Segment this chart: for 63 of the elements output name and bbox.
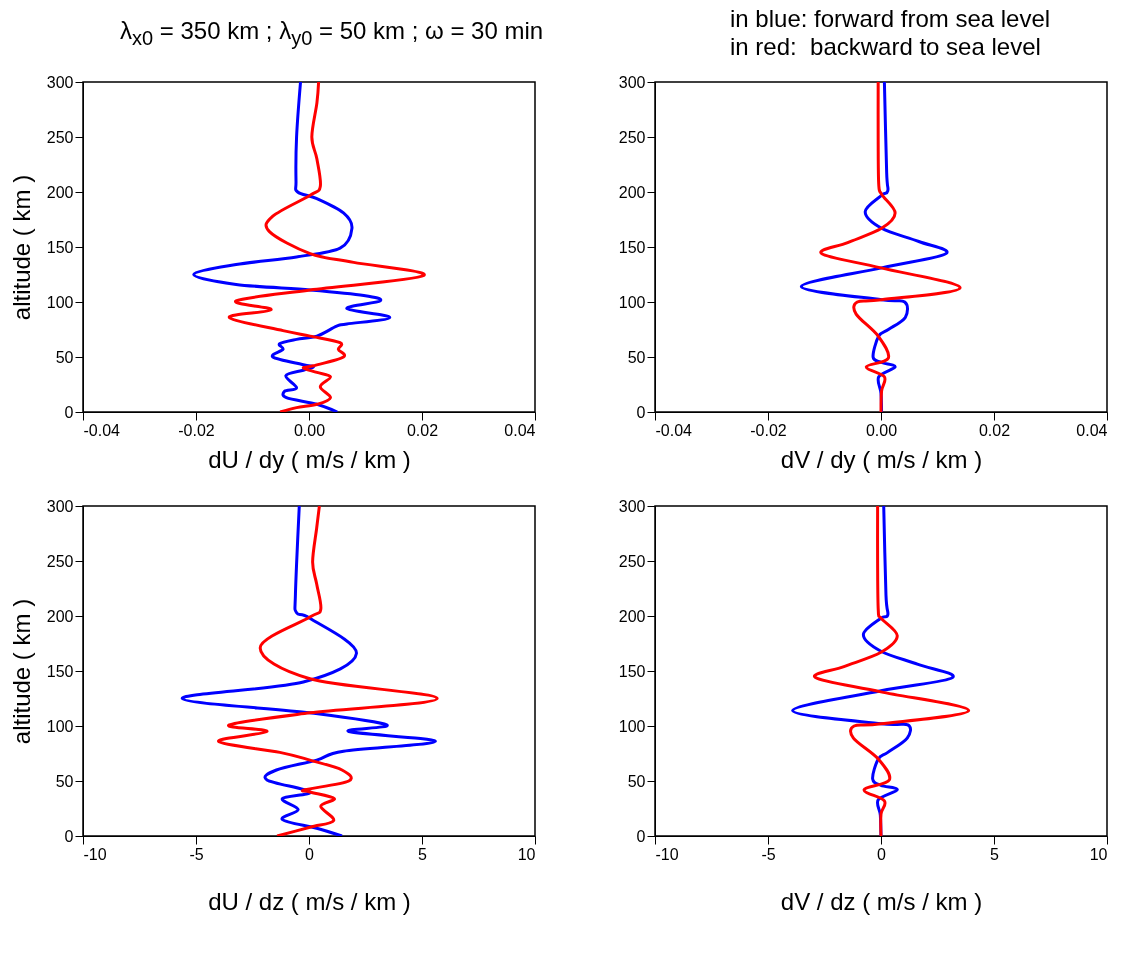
x-axis-title: dV / dy ( m/s / km ) <box>780 445 983 473</box>
y-tick-label: 150 <box>46 662 74 680</box>
y-tick-label: 0 <box>636 827 646 845</box>
y-tick-label: 300 <box>46 497 74 515</box>
y-tick-label: 300 <box>618 73 646 91</box>
y-tick-label: 0 <box>636 403 646 421</box>
text: in blue: forward from sea level <box>729 5 1052 33</box>
x-tick-label: -0.04 <box>655 421 693 439</box>
y-tick-label: 300 <box>618 497 646 515</box>
y-tick-label: 0 <box>64 403 74 421</box>
y-axis-title: altitude ( km ) <box>7 598 35 745</box>
y-tick-label: 200 <box>46 607 74 625</box>
y-tick-label: 150 <box>618 238 646 256</box>
x-tick-label: 0.00 <box>865 421 898 439</box>
text: in red: backward to sea level <box>729 33 1042 61</box>
x-tick-label: 0.04 <box>504 421 536 439</box>
y-tick-label: 100 <box>46 293 74 311</box>
x-tick-label: -0.02 <box>178 421 215 439</box>
x-tick-label: 5 <box>990 845 1000 863</box>
x-tick-label: 10 <box>517 845 536 863</box>
y-tick-label: 0 <box>64 827 74 845</box>
x-tick-label: 0.00 <box>293 421 326 439</box>
x-axis-title: dU / dz ( m/s / km ) <box>208 887 411 915</box>
x-tick-label: -10 <box>655 845 679 863</box>
y-tick-label: 100 <box>618 293 646 311</box>
x-tick-label: 0 <box>305 845 315 863</box>
x-tick-label: -5 <box>189 845 204 863</box>
x-tick-label: -0.02 <box>750 421 787 439</box>
y-tick-label: 150 <box>46 238 74 256</box>
line-series <box>217 506 439 836</box>
x-tick-label: -0.04 <box>83 421 121 439</box>
y-tick-label: 50 <box>55 772 74 790</box>
y-tick-label: 250 <box>618 552 646 570</box>
line-series <box>227 82 426 412</box>
x-tick-label: 5 <box>418 845 428 863</box>
y-tick-label: 300 <box>46 73 74 91</box>
line-series <box>180 506 437 836</box>
x-tick-label: 0.02 <box>978 421 1011 439</box>
y-tick-label: 50 <box>55 348 74 366</box>
y-tick-label: 250 <box>46 552 74 570</box>
x-tick-label: 0.02 <box>406 421 439 439</box>
y-tick-label: 50 <box>627 348 646 366</box>
y-tick-label: 200 <box>618 183 646 201</box>
x-tick-label: -10 <box>83 845 107 863</box>
y-tick-label: 150 <box>618 662 646 680</box>
y-axis-title: altitude ( km ) <box>7 174 35 321</box>
x-tick-label: 0.04 <box>1076 421 1108 439</box>
line-series <box>813 506 971 836</box>
x-tick-label: 10 <box>1089 845 1108 863</box>
chart-title: λ$_{x0}$ = 350 km ; λ$_{y0}$ = 50 km ; ω = 30 min <box>119 16 545 50</box>
y-tick-label: 100 <box>46 717 74 735</box>
y-tick-label: 250 <box>46 128 74 146</box>
line-series <box>819 82 962 412</box>
x-tick-label: 0 <box>877 845 887 863</box>
y-tick-label: 50 <box>627 772 646 790</box>
x-tick-label: -5 <box>761 845 776 863</box>
line-series <box>192 82 392 412</box>
x-axis-title: dV / dz ( m/s / km ) <box>780 887 983 915</box>
y-tick-label: 200 <box>46 183 74 201</box>
y-tick-label: 100 <box>618 717 646 735</box>
x-axis-title: dU / dy ( m/s / km ) <box>208 445 411 473</box>
y-tick-label: 200 <box>618 607 646 625</box>
y-tick-label: 250 <box>618 128 646 146</box>
